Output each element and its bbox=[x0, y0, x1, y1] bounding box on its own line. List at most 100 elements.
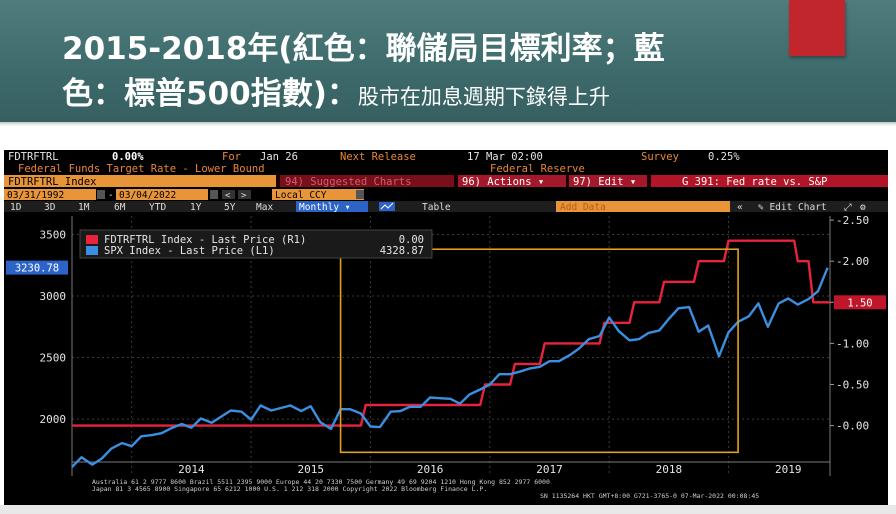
x-tick-label: 2018 bbox=[656, 463, 683, 476]
left-tick-label: 2000 bbox=[40, 413, 67, 426]
edit-chart-button[interactable]: ✎ Edit Chart bbox=[758, 202, 827, 213]
highlight-box bbox=[339, 248, 739, 454]
survey-label: Survey bbox=[641, 151, 679, 163]
legend-value: 4328.87 bbox=[380, 245, 424, 257]
date-to-field[interactable] bbox=[116, 189, 208, 200]
collapse-icon[interactable]: « bbox=[737, 202, 743, 213]
suggested-charts-button[interactable] bbox=[280, 175, 454, 187]
header-row-1 bbox=[4, 150, 888, 163]
next-release-value: 17 Mar 02:00 bbox=[467, 151, 543, 163]
calendar-icon[interactable] bbox=[210, 190, 218, 199]
gear-icon[interactable]: ⚙ bbox=[859, 202, 866, 213]
for-date: Jan 26 bbox=[260, 151, 298, 163]
fed-last-value: 1.50 bbox=[847, 297, 872, 309]
security-field[interactable] bbox=[4, 175, 276, 187]
slide-title: 2015-2018年(紅色：聯儲局目標利率；藍 色：標普500指數)：股市在加息… bbox=[62, 27, 665, 120]
bloomberg-screenshot: FDTRFTRL 0.00% For Jan 26 Next Release 1… bbox=[4, 150, 888, 505]
spx-last-value-box bbox=[6, 260, 68, 275]
currency-field[interactable] bbox=[272, 189, 364, 200]
right-tick-label: -0.00 bbox=[836, 420, 869, 433]
right-tick-label: -2.50 bbox=[836, 214, 869, 227]
period-buttons: 1D 3D 1M 6M YTD 1Y 5Y Max bbox=[10, 202, 273, 213]
legend: FDTRFTRL Index - Last Price (R1) 0.00 SPX … bbox=[79, 229, 433, 259]
x-tick-label: 2014 bbox=[178, 463, 205, 476]
x-tick-label: 2017 bbox=[536, 463, 563, 476]
chart-name: G 391: Fed rate vs. S&P bbox=[682, 176, 827, 188]
bloomberg-terminal: FDTRFTRL 0.00% For Jan 26 Next Release 1… bbox=[4, 150, 888, 505]
suggested-charts-label: 94) Suggested Charts bbox=[285, 176, 411, 188]
security-field-text: FDTRFTRL Index bbox=[8, 176, 97, 188]
period-button-1d[interactable]: 1D bbox=[10, 202, 22, 213]
left-axis: 2000 2500 3000 3500 bbox=[40, 216, 73, 476]
date-from: 03/31/1992 bbox=[7, 190, 64, 201]
left-tick-label: 3500 bbox=[40, 228, 67, 241]
gridlines bbox=[72, 216, 830, 476]
period-button-1y[interactable]: 1Y bbox=[190, 202, 202, 213]
fed-last-value-box bbox=[834, 295, 886, 310]
period-toolbar bbox=[4, 201, 888, 212]
chevron-right-icon: > bbox=[241, 191, 247, 201]
series-layer bbox=[71, 239, 830, 468]
survey-value: 0.25% bbox=[708, 151, 740, 163]
title-banner bbox=[0, 0, 896, 122]
legend-swatch bbox=[86, 235, 98, 244]
for-label: For bbox=[222, 151, 241, 163]
chevron-left-icon: < bbox=[225, 191, 231, 201]
zoom-icon[interactable]: ⤢ bbox=[844, 202, 852, 213]
next-arrow-button[interactable] bbox=[238, 190, 251, 199]
period-button-max[interactable]: Max bbox=[256, 202, 273, 213]
banner-shadow bbox=[0, 122, 896, 126]
actions-menu[interactable] bbox=[458, 175, 566, 187]
security-description: Federal Funds Target Rate - Lower Bound bbox=[18, 163, 265, 175]
dropdown-icon[interactable] bbox=[356, 190, 364, 199]
ticker: FDTRFTRL bbox=[8, 151, 59, 163]
x-tick-label: 2015 bbox=[297, 463, 324, 476]
slide-title-line2-note: 股市在加息週期下錄得上升 bbox=[357, 85, 610, 109]
slide-bottom-edge bbox=[0, 505, 896, 514]
next-release-label: Next Release bbox=[340, 151, 416, 163]
x-axis: 2014 2015 2016 2017 2018 2019 bbox=[72, 461, 830, 476]
right-tick-label: -1.00 bbox=[836, 337, 869, 350]
legend-label: FDTRFTRL Index - Last Price (R1) bbox=[104, 234, 306, 246]
x-tick-label: 2016 bbox=[417, 463, 444, 476]
calendar-icon[interactable] bbox=[97, 190, 105, 199]
data-source: Federal Reserve bbox=[490, 163, 585, 175]
add-data-field[interactable] bbox=[556, 201, 730, 212]
frequency-dropdown[interactable] bbox=[296, 201, 368, 212]
left-tick-label: 2500 bbox=[40, 352, 67, 365]
period-button-5y[interactable]: 5Y bbox=[224, 202, 236, 213]
last-value-labels: 3230.78 1.50 bbox=[6, 260, 886, 310]
slide-title-line2: 色：標普500指數)：股市在加息週期下錄得上升 bbox=[62, 72, 665, 120]
period-button-1m[interactable]: 1M bbox=[78, 202, 90, 213]
legend-label: SPX Index - Last Price (L1) bbox=[104, 245, 275, 257]
x-tick-label: 2019 bbox=[775, 463, 802, 476]
terminal-footer bbox=[4, 478, 888, 505]
period-button-6m[interactable]: 6M bbox=[114, 202, 126, 213]
ticker-value: 0.00% bbox=[112, 151, 144, 163]
legend-swatch bbox=[86, 246, 98, 255]
period-button-3d[interactable]: 3D bbox=[44, 202, 56, 213]
footer-line-2: Japan 81 3 4565 8900 Singapore 65 6212 1… bbox=[92, 485, 487, 493]
table-button[interactable]: Table bbox=[422, 202, 451, 213]
edit-label: 97) Edit ▾ bbox=[573, 176, 636, 188]
footer-line-1: Australia 61 2 9777 8600 Brazil 5511 239… bbox=[92, 478, 550, 486]
currency: Local CCY bbox=[275, 190, 327, 201]
prev-arrow-button[interactable] bbox=[222, 190, 235, 199]
line-chart-icon bbox=[380, 202, 394, 210]
right-tick-label: -2.00 bbox=[836, 255, 869, 268]
legend-box bbox=[79, 229, 433, 259]
frequency: Monthly ▾ bbox=[299, 202, 350, 213]
left-tick-label: 3000 bbox=[40, 290, 67, 303]
edit-menu[interactable] bbox=[569, 175, 647, 187]
date-from-field[interactable] bbox=[4, 189, 96, 200]
add-data-placeholder: Add Data bbox=[560, 202, 606, 213]
actions-label: 96) Actions ▾ bbox=[462, 176, 544, 188]
date-to: 03/04/2022 bbox=[119, 190, 176, 201]
period-button-ytd[interactable]: YTD bbox=[149, 202, 166, 213]
spx-line bbox=[71, 267, 829, 468]
legend-value: 0.00 bbox=[399, 234, 424, 246]
right-tick-label: -0.50 bbox=[836, 378, 869, 391]
slide-title-line2-main: 色：標普500指數)： bbox=[62, 76, 358, 112]
